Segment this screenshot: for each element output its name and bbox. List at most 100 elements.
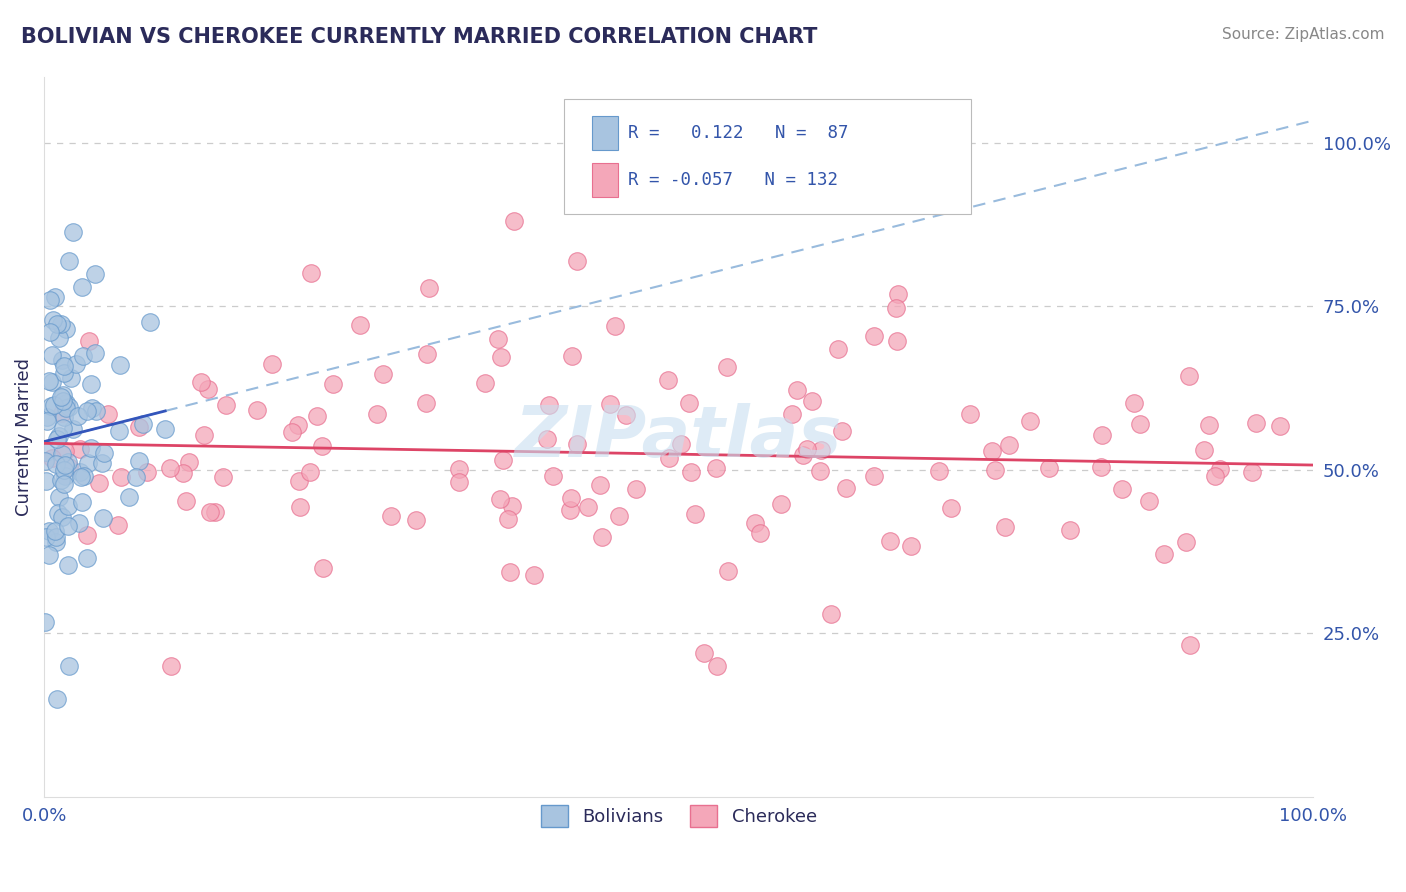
Point — [565, 253, 588, 268]
Point — [704, 461, 727, 475]
Y-axis label: Currently Married: Currently Married — [15, 358, 32, 516]
Point — [607, 508, 630, 523]
Point — [489, 491, 512, 506]
Point — [67, 409, 90, 423]
Point — [1209, 462, 1232, 476]
Point — [959, 407, 981, 421]
Point — [58, 460, 80, 475]
Point — [287, 417, 309, 432]
Point — [716, 359, 738, 374]
Point — [614, 408, 637, 422]
Point — [1198, 418, 1220, 433]
Point — [1204, 469, 1226, 483]
Point — [132, 417, 155, 432]
Point — [599, 397, 621, 411]
Point — [91, 511, 114, 525]
Point — [886, 286, 908, 301]
FancyBboxPatch shape — [592, 163, 617, 197]
Point — [831, 424, 853, 438]
Point — [65, 357, 87, 371]
Point — [53, 458, 76, 472]
Point — [35, 475, 58, 489]
Point — [48, 490, 70, 504]
Point — [900, 539, 922, 553]
Point — [53, 409, 76, 424]
Point — [41, 450, 63, 465]
Point — [863, 329, 886, 343]
Text: R =   0.122   N =  87: R = 0.122 N = 87 — [628, 124, 848, 142]
Point — [58, 400, 80, 414]
Point — [523, 567, 546, 582]
Point — [159, 461, 181, 475]
Point — [55, 401, 77, 416]
Point — [501, 500, 523, 514]
Point — [118, 490, 141, 504]
Point — [44, 524, 66, 538]
Text: Source: ZipAtlas.com: Source: ZipAtlas.com — [1222, 27, 1385, 42]
Point — [80, 377, 103, 392]
Point — [48, 331, 70, 345]
Point — [322, 376, 344, 391]
Point — [980, 444, 1002, 458]
Text: BOLIVIAN VS CHEROKEE CURRENTLY MARRIED CORRELATION CHART: BOLIVIAN VS CHEROKEE CURRENTLY MARRIED C… — [21, 27, 817, 46]
Point — [536, 432, 558, 446]
Point — [447, 475, 470, 490]
Point — [706, 659, 728, 673]
Point — [76, 528, 98, 542]
Point — [796, 442, 818, 456]
Point — [669, 437, 692, 451]
Point — [1137, 494, 1160, 508]
Point — [474, 376, 496, 390]
Point — [1038, 461, 1060, 475]
Point — [371, 367, 394, 381]
Point — [993, 520, 1015, 534]
Point — [62, 225, 84, 239]
Point — [125, 470, 148, 484]
Point — [56, 455, 79, 469]
Point — [35, 409, 58, 424]
Point — [53, 443, 76, 458]
Point — [983, 463, 1005, 477]
Point — [56, 558, 79, 572]
Point — [565, 437, 588, 451]
Point — [38, 375, 60, 389]
Point — [1246, 416, 1268, 430]
Point — [53, 463, 76, 477]
Point — [51, 353, 73, 368]
Point — [38, 524, 60, 538]
Point — [1192, 442, 1215, 457]
Point — [349, 318, 371, 332]
Point — [172, 466, 194, 480]
Point — [41, 399, 63, 413]
Text: ZIPatlas: ZIPatlas — [515, 402, 842, 472]
Point — [541, 469, 564, 483]
Point — [46, 506, 69, 520]
Point — [49, 317, 72, 331]
Point — [1240, 465, 1263, 479]
Point — [678, 396, 700, 410]
Point — [447, 461, 470, 475]
Point — [589, 478, 612, 492]
Point — [1111, 482, 1133, 496]
Point — [110, 470, 132, 484]
Point — [380, 508, 402, 523]
Point — [1123, 395, 1146, 409]
Point — [55, 322, 77, 336]
Point — [69, 442, 91, 457]
Point — [51, 406, 73, 420]
Point — [879, 534, 901, 549]
FancyBboxPatch shape — [592, 116, 617, 150]
Point — [605, 318, 627, 333]
Point — [1019, 414, 1042, 428]
Point — [82, 401, 104, 416]
Point — [38, 326, 60, 340]
Point — [1270, 418, 1292, 433]
Point — [416, 346, 439, 360]
Point — [51, 510, 73, 524]
Point — [79, 441, 101, 455]
Point — [886, 334, 908, 348]
Point — [37, 414, 59, 428]
Point — [56, 519, 79, 533]
Point — [39, 293, 62, 307]
Point — [72, 349, 94, 363]
